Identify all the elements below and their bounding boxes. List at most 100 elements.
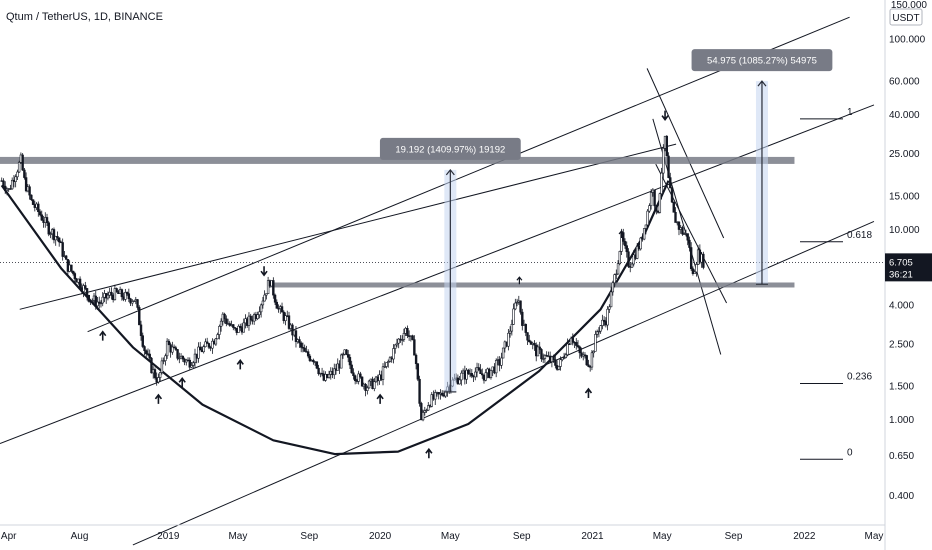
candle-body <box>327 374 331 378</box>
candle-body <box>280 306 284 313</box>
y-tick-label: 15.000 <box>889 191 920 202</box>
candlesticks <box>0 135 705 422</box>
candle-body <box>172 346 176 349</box>
candle-body <box>373 381 376 389</box>
candle-body <box>190 365 193 368</box>
candle-body <box>258 311 261 316</box>
candle-body <box>275 301 279 309</box>
candle-body <box>601 319 604 326</box>
candle-body <box>359 373 362 378</box>
candle-body <box>132 300 136 302</box>
price-axis[interactable]: 150.000 USDT 100.000 60.000 40.000 25.000 15.0… <box>884 0 932 550</box>
candle-body <box>688 239 691 248</box>
candle-body <box>576 345 580 348</box>
candle-body <box>639 237 642 250</box>
candle-body <box>96 301 99 307</box>
time-axis[interactable]: Apr Aug 2019 May Sep 2020 May Sep 2021 May Sep 2022… <box>0 524 885 542</box>
candle-body <box>392 348 395 360</box>
candle-body <box>17 162 21 173</box>
candle-body <box>658 193 662 213</box>
candle-body <box>204 341 207 347</box>
candle-body <box>474 371 477 378</box>
candle-body <box>670 187 674 203</box>
candle-body <box>197 346 200 359</box>
candle-body <box>597 330 601 333</box>
currency-box <box>889 8 923 26</box>
candle-body <box>616 263 620 275</box>
candle-body <box>164 355 167 361</box>
candle-body <box>677 221 681 230</box>
candle-body <box>233 327 237 329</box>
candle-body <box>430 394 433 407</box>
candle-body <box>689 247 693 270</box>
candle-body <box>418 378 421 404</box>
candle-body <box>216 334 219 340</box>
candle-body <box>143 346 146 352</box>
candle-body <box>131 301 134 304</box>
candle-body <box>284 315 287 322</box>
candle-body <box>101 296 104 304</box>
candle-body <box>129 298 132 304</box>
up-arrow-marker <box>425 447 433 459</box>
candle-body <box>205 341 209 344</box>
candle-body <box>211 340 214 349</box>
candle-body <box>420 403 423 421</box>
fib-level-label: 0.618 <box>847 230 872 241</box>
candle-body <box>148 353 151 359</box>
annotations: 19.192 (1409.97%) 19192 54.975 (1085.27%)… <box>99 49 872 460</box>
fib-level-label: 1 <box>847 107 853 118</box>
candle-body <box>602 319 606 322</box>
candle-body <box>674 211 677 223</box>
x-tick-label: 2019 <box>157 531 180 542</box>
candle-body <box>49 233 52 235</box>
candle-body <box>635 246 639 259</box>
candle-body <box>237 325 240 333</box>
candle-body <box>557 366 561 370</box>
y-tick-label-top: 150.000 <box>891 0 928 11</box>
candle-body <box>510 324 514 332</box>
candle-body <box>256 314 259 319</box>
wedge-line <box>646 68 725 239</box>
candle-body <box>402 333 406 340</box>
candle-body <box>141 335 144 347</box>
candle-body <box>352 372 355 377</box>
candle-body <box>38 211 42 216</box>
candle-body <box>665 135 668 157</box>
candle-body <box>263 294 266 302</box>
candle-body <box>481 373 484 376</box>
candle-body <box>223 313 226 320</box>
x-tick-label: May <box>228 531 247 542</box>
candle-body <box>37 203 40 213</box>
candle-body <box>702 253 705 268</box>
up-arrow-marker <box>516 276 523 285</box>
candle-body <box>590 352 594 368</box>
up-arrow-marker <box>178 376 186 388</box>
candle-body <box>465 369 468 380</box>
candle-body <box>23 169 26 178</box>
candle-body <box>627 251 630 267</box>
candle-body <box>340 354 343 369</box>
candle-body <box>261 300 265 306</box>
candle-body <box>192 362 195 366</box>
candle-body <box>84 285 87 289</box>
x-tick-label: Sep <box>300 531 318 542</box>
candle-body <box>31 199 35 205</box>
x-tick-label: Aug <box>71 531 89 542</box>
rounding-bottom-arc <box>0 180 670 456</box>
candle-body <box>489 370 493 378</box>
candle-body <box>514 302 517 310</box>
candle-body <box>644 224 648 229</box>
candle-body <box>646 210 649 226</box>
up-arrow-marker <box>154 393 163 404</box>
candle-body <box>681 227 684 235</box>
candle-body <box>672 201 675 213</box>
candle-body <box>171 346 174 353</box>
candle-body <box>5 188 9 191</box>
candle-body <box>414 354 418 365</box>
candle-body <box>460 372 463 381</box>
candle-body <box>552 356 555 361</box>
candle-body <box>2 180 5 187</box>
x-tick-label: 2020 <box>369 531 392 542</box>
candle-body <box>110 291 113 296</box>
